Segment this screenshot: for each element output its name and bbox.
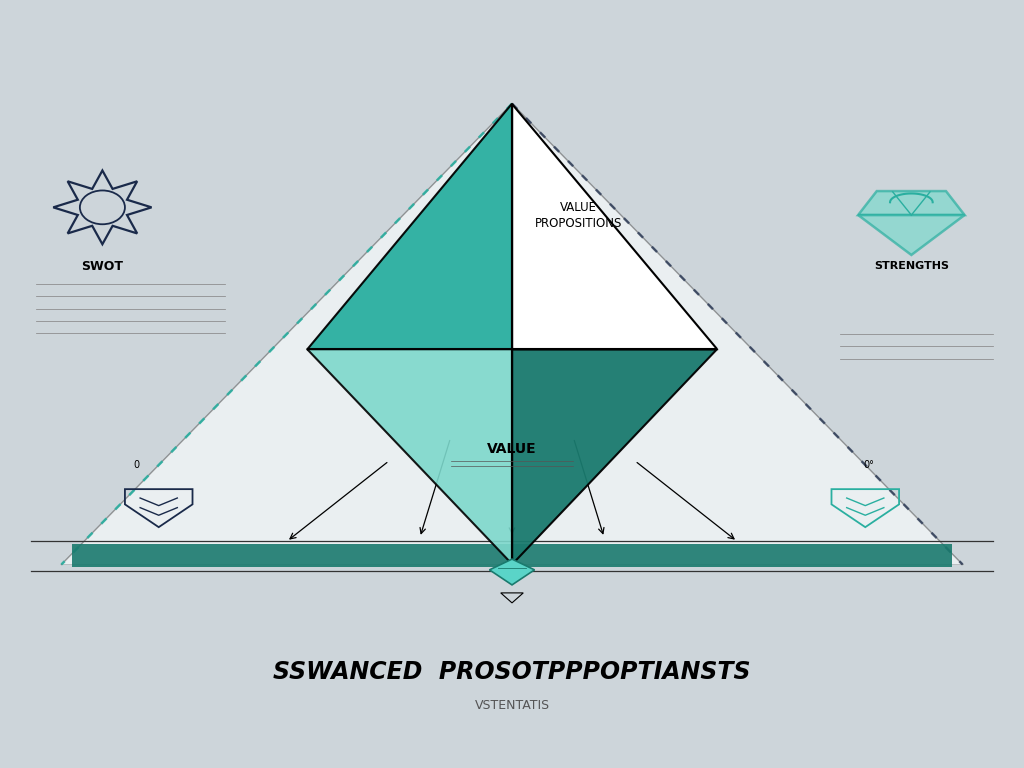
Polygon shape <box>72 544 952 567</box>
Text: VALUE
PROPOSITIONS: VALUE PROPOSITIONS <box>535 200 623 230</box>
Polygon shape <box>307 349 512 564</box>
Text: VALUE: VALUE <box>487 442 537 456</box>
Polygon shape <box>858 191 965 215</box>
Text: VSTENTATIS: VSTENTATIS <box>474 699 550 711</box>
Polygon shape <box>512 104 717 349</box>
Text: SSWANCED  PROSOTPPPOPTIANSTS: SSWANCED PROSOTPPPOPTIANSTS <box>273 660 751 684</box>
Text: SWOT: SWOT <box>81 260 124 273</box>
Text: STRENGTHS: STRENGTHS <box>873 261 949 271</box>
Polygon shape <box>858 215 965 255</box>
Polygon shape <box>512 349 717 564</box>
Text: 0: 0 <box>133 460 139 470</box>
Polygon shape <box>307 104 512 349</box>
Polygon shape <box>489 559 535 585</box>
Text: 0°: 0° <box>863 460 873 470</box>
Polygon shape <box>61 104 963 564</box>
